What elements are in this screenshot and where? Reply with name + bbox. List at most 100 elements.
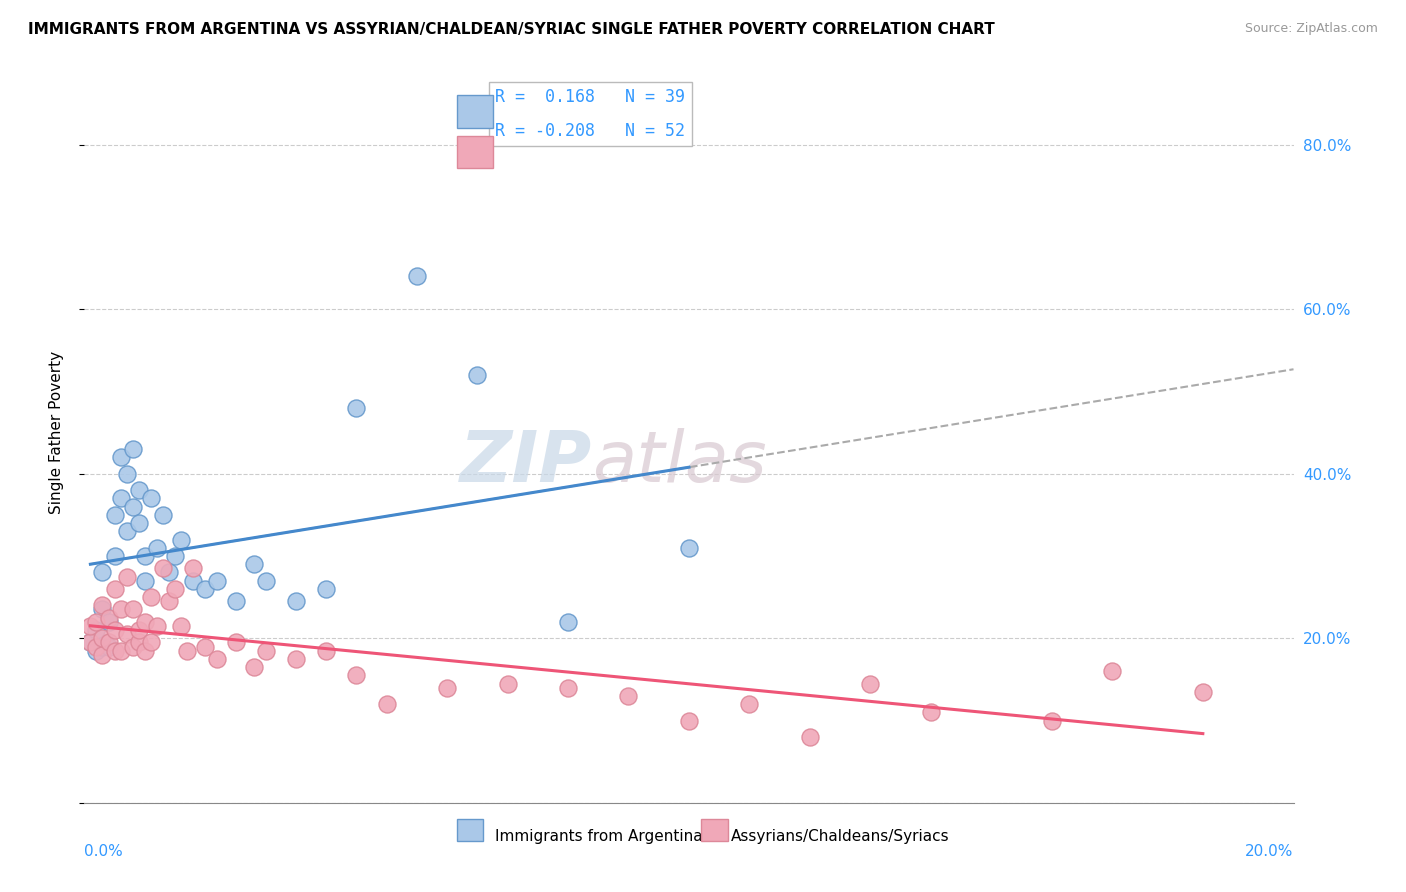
Point: [110, 450, 132, 465]
Point: [91, 632, 114, 646]
Point: [110, 602, 132, 616]
Point: [157, 566, 180, 580]
Point: [207, 652, 229, 666]
Point: [139, 491, 162, 506]
Point: [134, 615, 156, 629]
Point: [97, 635, 120, 649]
Point: [920, 706, 942, 720]
Y-axis label: Single Father Poverty: Single Father Poverty: [49, 351, 63, 514]
Point: [91, 566, 114, 580]
Point: [91, 599, 114, 613]
Point: [165, 549, 187, 563]
Point: [285, 652, 308, 666]
Point: [86, 615, 108, 629]
Point: [134, 643, 156, 657]
Text: Immigrants from Argentina: Immigrants from Argentina: [495, 829, 703, 844]
Point: [181, 574, 204, 588]
Point: [859, 676, 882, 690]
Point: [139, 590, 162, 604]
Text: atlas: atlas: [592, 428, 766, 497]
Point: [436, 681, 458, 695]
Point: [91, 648, 114, 662]
Point: [170, 619, 193, 633]
Point: [79, 635, 101, 649]
Point: [678, 714, 700, 728]
Point: [406, 269, 429, 284]
Point: [128, 635, 150, 649]
Point: [121, 500, 143, 514]
Point: [115, 467, 138, 481]
Point: [467, 368, 489, 382]
Point: [110, 643, 132, 657]
Point: [152, 508, 174, 522]
Point: [617, 689, 640, 703]
Point: [315, 643, 337, 657]
Point: [128, 623, 150, 637]
Point: [1192, 685, 1215, 699]
Point: [86, 643, 108, 657]
Point: [134, 574, 156, 588]
Point: [79, 635, 101, 649]
Point: [115, 627, 138, 641]
Text: Assyrians/Chaldeans/Syriacs: Assyrians/Chaldeans/Syriacs: [731, 829, 950, 844]
Text: 20.0%: 20.0%: [1246, 844, 1294, 858]
Text: R =  0.168   N = 39
R = -0.208   N = 52: R = 0.168 N = 39 R = -0.208 N = 52: [495, 88, 686, 140]
Point: [194, 582, 217, 596]
Point: [86, 623, 108, 637]
Point: [97, 640, 120, 654]
Point: [104, 508, 127, 522]
Point: [104, 582, 127, 596]
Point: [207, 574, 229, 588]
Point: [254, 574, 277, 588]
Point: [799, 730, 821, 744]
Point: [110, 491, 132, 506]
Point: [225, 594, 247, 608]
Point: [146, 619, 169, 633]
Point: [375, 697, 398, 711]
Point: [194, 640, 217, 654]
Point: [104, 549, 127, 563]
Point: [139, 635, 162, 649]
Point: [104, 643, 127, 657]
Point: [91, 602, 114, 616]
Point: [128, 516, 150, 530]
Point: [121, 602, 143, 616]
Point: [97, 610, 120, 624]
Point: [128, 483, 150, 498]
Point: [496, 676, 519, 690]
Point: [557, 615, 579, 629]
Point: [146, 541, 169, 555]
Point: [165, 582, 187, 596]
Point: [1040, 714, 1063, 728]
Point: [134, 549, 156, 563]
Point: [86, 640, 108, 654]
Point: [285, 594, 308, 608]
Point: [176, 643, 198, 657]
Point: [557, 681, 579, 695]
Point: [242, 660, 264, 674]
Point: [181, 561, 204, 575]
Point: [97, 615, 120, 629]
FancyBboxPatch shape: [457, 819, 484, 841]
Point: [1101, 664, 1123, 678]
Text: ZIP: ZIP: [460, 428, 592, 497]
Point: [115, 524, 138, 539]
Text: Source: ZipAtlas.com: Source: ZipAtlas.com: [1244, 22, 1378, 36]
FancyBboxPatch shape: [702, 819, 728, 841]
Point: [315, 582, 337, 596]
Text: 0.0%: 0.0%: [84, 844, 124, 858]
Point: [678, 541, 700, 555]
Point: [121, 640, 143, 654]
Text: IMMIGRANTS FROM ARGENTINA VS ASSYRIAN/CHALDEAN/SYRIAC SINGLE FATHER POVERTY CORR: IMMIGRANTS FROM ARGENTINA VS ASSYRIAN/CH…: [28, 22, 995, 37]
FancyBboxPatch shape: [457, 95, 494, 128]
Point: [254, 643, 277, 657]
Point: [242, 558, 264, 572]
Point: [104, 623, 127, 637]
Point: [115, 569, 138, 583]
Point: [738, 697, 761, 711]
Point: [157, 594, 180, 608]
Point: [170, 533, 193, 547]
Point: [79, 619, 101, 633]
Point: [152, 561, 174, 575]
Point: [225, 635, 247, 649]
